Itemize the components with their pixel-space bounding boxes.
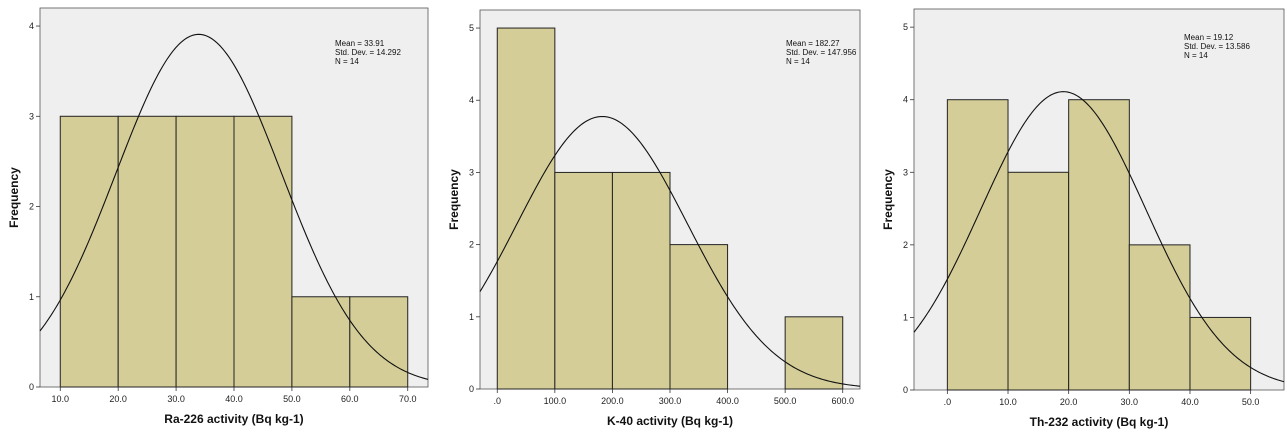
histogram-bar: [1190, 317, 1251, 390]
histogram-bar: [555, 172, 613, 389]
histogram-bar: [612, 172, 670, 389]
x-tick-label: 40.0: [225, 394, 243, 404]
stats-line: Std. Dev. = 14.292: [335, 48, 401, 57]
y-tick-label: 5: [469, 23, 474, 33]
histogram-bar: [1008, 172, 1069, 390]
x-axis-title: Ra-226 activity (Bq kg-1): [164, 412, 303, 426]
x-axis-title: K-40 activity (Bq kg-1): [607, 414, 733, 428]
x-tick-label: 60.0: [341, 394, 359, 404]
x-tick-label: 40.0: [1181, 397, 1199, 407]
histogram-bar: [947, 100, 1008, 390]
x-tick-label: 30.0: [167, 394, 185, 404]
x-tick-label: 300.0: [659, 396, 682, 406]
histogram-bar: [497, 28, 555, 389]
x-tick-label: 500.0: [774, 396, 797, 406]
x-tick-label: 100.0: [544, 396, 567, 406]
y-tick-label: 5: [903, 22, 908, 32]
x-tick-label: .0: [494, 396, 502, 406]
y-axis-title: Frequency: [881, 169, 895, 230]
x-tick-label: 400.0: [716, 396, 739, 406]
chart-k40: 0 1 2 3 4 5 .0 100.0 200.0 300.0 400.0 500.0 600.0 K-…: [432, 0, 862, 434]
chart-th232: 0 1 2 3 4 5 .0 10.0 20.0 30.0 40.0 50.0 Th-232 activ…: [862, 0, 1287, 434]
stats-line: Mean = 19.12: [1184, 33, 1234, 42]
chart-ra226: 0 1 2 3 4 10.0 20.0 30.0 40.0 50.0 60.0 70.0 Ra-226 …: [0, 0, 430, 434]
stats-line: Mean = 33.91: [335, 39, 385, 48]
y-axis-title: Frequency: [7, 167, 21, 228]
y-axis-title: Frequency: [447, 169, 461, 230]
y-tick-label: 1: [469, 312, 474, 322]
stats-line: N = 14: [335, 57, 359, 66]
histogram-panel-th232: 0 1 2 3 4 5 .0 10.0 20.0 30.0 40.0 50.0 Th-232 activ…: [862, 0, 1287, 439]
x-tick-label: 70.0: [399, 394, 417, 404]
x-tick-label: 20.0: [109, 394, 127, 404]
stats-line: N = 14: [786, 57, 810, 66]
y-tick-label: 1: [903, 312, 908, 322]
histogram-panel-ra226: 0 1 2 3 4 10.0 20.0 30.0 40.0 50.0 60.0 70.0 Ra-226 …: [0, 0, 430, 439]
x-tick-label: 10.0: [52, 394, 70, 404]
x-tick-label: 20.0: [1060, 397, 1078, 407]
stats-line: Std. Dev. = 147.956: [786, 48, 857, 57]
x-tick-label: 30.0: [1121, 397, 1139, 407]
y-tick-label: 3: [903, 167, 908, 177]
histogram-bar: [176, 116, 234, 387]
histogram-bar: [292, 297, 350, 387]
x-tick-label: 600.0: [831, 396, 854, 406]
x-tick-label: .0: [944, 397, 952, 407]
y-tick-label: 4: [29, 21, 34, 31]
y-tick-label: 0: [29, 382, 34, 392]
y-tick-label: 3: [29, 111, 34, 121]
histogram-bar: [1129, 245, 1190, 390]
stats-line: Std. Dev. = 13.586: [1184, 42, 1250, 51]
histogram-bar: [785, 317, 843, 389]
histogram-bar: [670, 245, 728, 389]
x-tick-label: 50.0: [283, 394, 301, 404]
histogram-panel-k40: 0 1 2 3 4 5 .0 100.0 200.0 300.0 400.0 500.0 600.0 K-…: [432, 0, 862, 439]
histogram-bar: [60, 116, 118, 387]
stats-line: Mean = 182.27: [786, 39, 840, 48]
y-tick-label: 0: [469, 384, 474, 394]
x-tick-label: 10.0: [999, 397, 1017, 407]
y-tick-label: 4: [469, 95, 474, 105]
y-tick-label: 2: [903, 240, 908, 250]
x-tick-label: 200.0: [601, 396, 624, 406]
y-tick-label: 2: [469, 240, 474, 250]
histogram-bar: [234, 116, 292, 387]
y-tick-label: 4: [903, 95, 908, 105]
x-axis-title: Th-232 activity (Bq kg-1): [1030, 415, 1169, 429]
histogram-bar: [118, 116, 176, 387]
x-tick-label: 50.0: [1242, 397, 1260, 407]
y-tick-label: 3: [469, 167, 474, 177]
y-tick-label: 0: [903, 385, 908, 395]
y-tick-label: 1: [29, 292, 34, 302]
y-tick-label: 2: [29, 202, 34, 212]
histogram-bar: [1069, 100, 1130, 390]
stats-line: N = 14: [1184, 51, 1208, 60]
histogram-bar: [350, 297, 408, 387]
